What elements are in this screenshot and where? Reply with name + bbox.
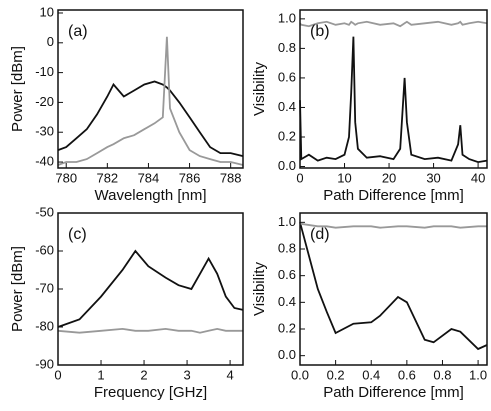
x-tick-label: 0.4: [362, 367, 380, 382]
x-tick-label: 3: [183, 367, 190, 382]
x-tick-label: 0: [296, 170, 303, 185]
x-tick-label: 0.0: [291, 367, 309, 382]
x-tick-label: 30: [426, 170, 440, 185]
y-tick-label: 0.4: [278, 294, 296, 309]
x-tick-label: 786: [179, 170, 201, 185]
y-axis-label: Power [dBm]: [9, 246, 26, 332]
x-tick-label: 2: [140, 367, 147, 382]
y-tick-label: 10: [40, 4, 54, 19]
x-tick-label: 0: [54, 367, 61, 382]
x-tick-label: 40: [471, 170, 485, 185]
x-axis-label: Path Difference [mm]: [323, 384, 464, 401]
x-tick-label: 784: [138, 170, 160, 185]
x-tick-label: 10: [337, 170, 351, 185]
x-tick-label: 780: [55, 170, 77, 185]
y-axis-label: Visibility: [251, 262, 268, 316]
plot-frame: [299, 9, 488, 169]
x-tick-label: 1.0: [469, 367, 487, 382]
y-tick-label: 0.0: [278, 347, 296, 362]
x-tick-label: 782: [96, 170, 118, 185]
panel-label: (b): [310, 23, 330, 40]
x-tick-label: 4: [226, 367, 233, 382]
y-tick-label: -30: [35, 124, 54, 139]
data-line: [57, 80, 244, 157]
data-line: [57, 327, 243, 334]
panel-label: (c): [68, 226, 87, 243]
y-axis-label: Visibility: [251, 62, 268, 116]
y-tick-label: 0: [47, 34, 54, 49]
x-tick-label: 788: [220, 170, 242, 185]
x-axis-label: Path Difference [mm]: [323, 187, 464, 204]
y-tick-label: 0.4: [278, 99, 296, 114]
y-tick-label: 1.0: [278, 10, 296, 25]
y-tick-label: -60: [35, 242, 54, 257]
y-axis-label: Power [dBm]: [9, 46, 26, 132]
x-tick-label: 0.2: [327, 367, 345, 382]
plot-frame: [299, 212, 488, 366]
data-line: [299, 222, 487, 229]
y-tick-label: -80: [35, 318, 54, 333]
data-line: [57, 249, 244, 328]
panel-label: (d): [310, 226, 330, 243]
data-line: [57, 36, 244, 166]
panel-label: (a): [68, 23, 88, 40]
y-tick-label: -70: [35, 280, 54, 295]
plot-frame: [57, 9, 244, 169]
y-tick-label: 0.8: [278, 240, 296, 255]
y-tick-label: 1.0: [278, 214, 296, 229]
y-tick-label: -50: [35, 204, 54, 219]
x-tick-label: 0.8: [433, 367, 451, 382]
y-tick-label: -40: [35, 153, 54, 168]
y-tick-label: 0.2: [278, 128, 296, 143]
data-line: [299, 20, 488, 28]
x-tick-label: 1: [97, 367, 104, 382]
x-axis-label: Frequency [GHz]: [94, 384, 207, 401]
x-axis-label: Wavelength [nm]: [95, 187, 207, 204]
data-line: [299, 222, 488, 351]
y-tick-label: 0.6: [278, 69, 296, 84]
y-tick-label: -10: [35, 64, 54, 79]
x-tick-label: 20: [382, 170, 396, 185]
y-tick-label: 0.2: [278, 320, 296, 335]
y-tick-label: 0.8: [278, 40, 296, 55]
y-tick-label: -90: [35, 356, 54, 371]
y-tick-label: -20: [35, 94, 54, 109]
y-tick-label: 0.0: [278, 158, 296, 173]
data-line: [299, 36, 488, 164]
x-tick-label: 0.6: [398, 367, 416, 382]
y-tick-label: 0.6: [278, 267, 296, 282]
